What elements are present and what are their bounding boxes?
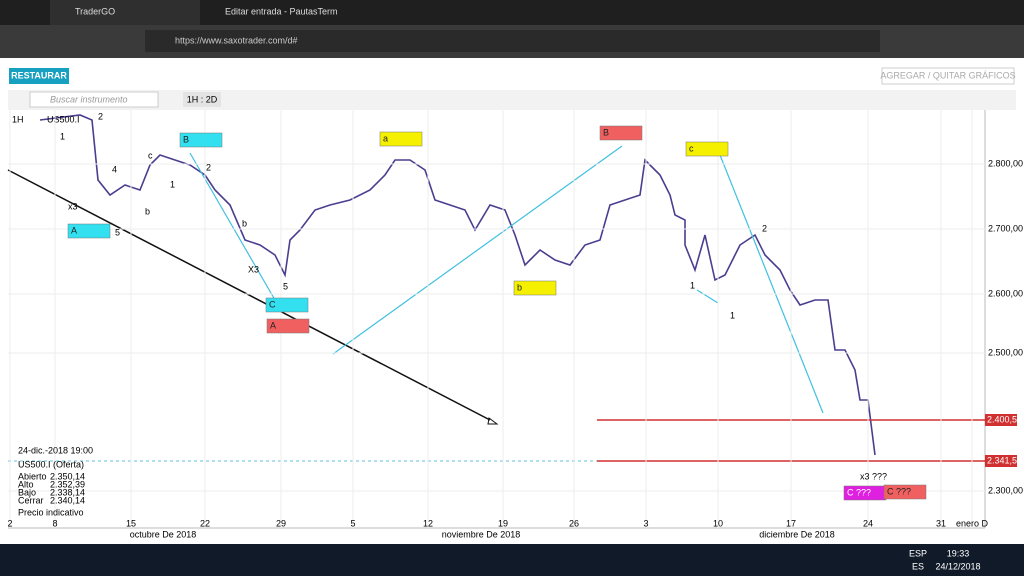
wave-box <box>265 297 309 313</box>
wave-label: X3 <box>248 264 259 274</box>
add-charts-button[interactable] <box>881 67 1015 85</box>
x-tick-label: 22 <box>200 518 210 528</box>
x-tick-label: 3 <box>643 518 648 528</box>
timeframe-button[interactable] <box>183 92 221 107</box>
wave-label: b <box>145 206 150 216</box>
x-tick-label: 24 <box>863 518 873 528</box>
wave-label: 4 <box>112 164 117 174</box>
wave-label: 1 <box>170 179 175 189</box>
wave-box <box>67 223 111 239</box>
info-key: Abierto <box>18 471 47 481</box>
tab-title: Editar entrada - PautasTerm <box>225 6 338 16</box>
wave-box-label: A <box>71 225 77 235</box>
wave-label: 2 <box>206 162 211 172</box>
wave-box-label: b <box>517 282 522 292</box>
info-value: 2.352,39 <box>50 479 85 489</box>
y-tick-label: 2.500,00 <box>988 347 1023 357</box>
info-key: Bajo <box>18 487 36 497</box>
clock-date: 24/12/2018 <box>935 561 980 571</box>
x-tick-label: 29 <box>276 518 286 528</box>
x-tick-label: 17 <box>786 518 796 528</box>
month-label: noviembre De 2018 <box>442 529 521 539</box>
wave-label: b <box>242 218 247 228</box>
info-date: 24-dic.-2018 19:00 <box>18 445 93 455</box>
wave-box <box>685 141 729 157</box>
instrument: US500.I <box>47 114 80 124</box>
info-value: 2.350,14 <box>50 471 85 481</box>
y-tick-label: 2.600,00 <box>988 288 1023 298</box>
wave-label: 2 <box>762 223 767 233</box>
wave-box-label: B <box>183 134 189 144</box>
wave-label: 1 <box>690 280 695 290</box>
wave-label: 2 <box>98 111 103 121</box>
search-placeholder: Buscar instrumento <box>50 94 128 104</box>
url: https://www.saxotrader.com/d# <box>175 35 298 45</box>
search-field[interactable] <box>29 91 159 108</box>
restore-label: RESTAURAR <box>11 70 67 80</box>
lang: ES <box>912 561 924 571</box>
app <box>0 58 1024 544</box>
wave-box <box>179 132 223 148</box>
wave-box <box>379 131 423 147</box>
lang: ESP <box>909 548 927 558</box>
clock-time: 19:33 <box>947 548 970 558</box>
x-tick-label: 12 <box>423 518 433 528</box>
price-tag-label: 2.400,56 <box>987 414 1022 424</box>
tab-title: TraderGO <box>75 6 115 16</box>
wave-box-label: a <box>383 133 388 143</box>
chart-toolbar <box>8 90 1016 110</box>
wave-label: x3 <box>68 201 78 211</box>
x-tick-label: 26 <box>569 518 579 528</box>
info-value: 2.340,14 <box>50 495 85 505</box>
wave-label: x3 ??? <box>860 471 887 481</box>
wave-box-label: C ??? <box>847 487 871 497</box>
wave-box <box>266 318 310 334</box>
y-tick-label: 2.800,00 <box>988 158 1023 168</box>
x-tick-label: 10 <box>713 518 723 528</box>
wave-label: 1 <box>60 131 65 141</box>
wave-label: 5 <box>283 281 288 291</box>
taskbar <box>0 544 1024 576</box>
info-note: Precio indicativo <box>18 507 84 517</box>
x-tick-label: 2 <box>7 518 12 528</box>
month-label: octubre De 2018 <box>130 529 197 539</box>
info-value: 2.338,14 <box>50 487 85 497</box>
trend-arrow <box>487 417 499 425</box>
trend-line <box>7 169 491 421</box>
info-instrument: US500.I (Oferta) <box>18 459 84 469</box>
wave-box-label: B <box>603 127 609 137</box>
add-charts-label: AGREGAR / QUITAR GRÁFICOS <box>880 70 1015 80</box>
y-tick-label: 2.300,00 <box>988 485 1023 495</box>
wave-box-label: c <box>689 143 694 153</box>
restore-button[interactable] <box>9 68 69 84</box>
wave-box-label: C <box>269 299 276 309</box>
wave-box <box>599 125 643 141</box>
x-tick-label: 15 <box>126 518 136 528</box>
price-line <box>39 114 876 456</box>
wave-label: c <box>148 150 153 160</box>
month-label: diciembre De 2018 <box>759 529 835 539</box>
url-field[interactable] <box>145 30 880 52</box>
price-tag-label: 2.341,57 <box>987 455 1022 465</box>
x-tick-label: 31 <box>936 518 946 528</box>
wave-label: 5 <box>115 227 120 237</box>
x-tick-label: enero D <box>956 518 989 528</box>
info-key: Alto <box>18 479 34 489</box>
wave-box-label: C ??? <box>887 486 911 496</box>
wave-box <box>513 280 557 296</box>
price-tag <box>985 455 1017 467</box>
active-tab[interactable] <box>50 0 200 25</box>
wave-box <box>883 484 927 500</box>
x-tick-label: 5 <box>350 518 355 528</box>
timeframe-label: 1H : 2D <box>187 94 218 104</box>
x-tick-label: 19 <box>498 518 508 528</box>
wave-label: 1 <box>730 310 735 320</box>
price-tag <box>985 414 1017 426</box>
y-tick-label: 2.700,00 <box>988 223 1023 233</box>
info-key: Cerrar <box>18 495 44 505</box>
wave-box-label: A <box>270 320 276 330</box>
interval: 1H <box>12 114 24 124</box>
x-tick-label: 8 <box>52 518 57 528</box>
